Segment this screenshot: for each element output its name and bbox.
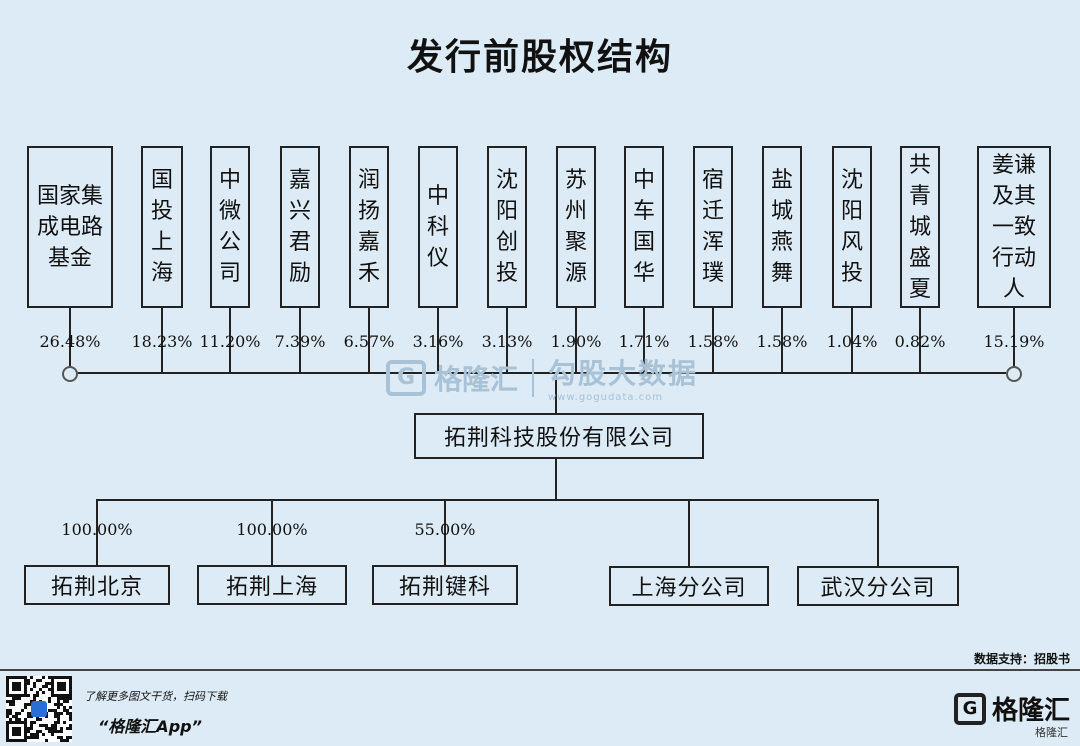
subsidiary-connector [444,499,446,565]
branch-box: 上海分公司 [609,566,769,606]
chart-title: 发行前股权结构 [406,37,673,78]
shareholder-name: 沈阳风投 [840,168,863,286]
data-source: 数据支持：招股书 [973,652,1070,666]
shareholding-percent: 0.82% [894,332,946,351]
subsidiary-percent: 55.00% [414,520,476,539]
watermark-brand-cn: 勾股大数据 [548,357,699,390]
subsidiary-percent: 100.00% [236,520,308,539]
shareholder-name: 姜谦及其一致行动人 [991,152,1036,302]
shareholder-name: 沈阳创投 [495,168,518,286]
subsidiary-box: 拓荆键科 [372,565,518,605]
subsidiary-bus-line [96,499,879,501]
shareholder-box: 苏州聚源 [556,146,596,308]
shareholding-percent: 7.39% [274,332,326,351]
qr-code-icon[interactable] [6,676,72,742]
shareholder-connector [299,308,301,373]
shareholder-name: 宿迁浑璞 [701,168,724,286]
watermark-separator [532,358,535,397]
shareholder-box: 润扬嘉禾 [349,146,389,308]
subsidiary-box: 拓荆北京 [24,565,170,605]
shareholder-connector [368,308,370,373]
shareholder-box: 国投上海 [141,146,183,308]
shareholder-connector [506,308,508,373]
branch-box: 武汉分公司 [797,566,959,606]
footer-divider [0,669,1080,671]
shareholding-percent: 6.57% [343,332,395,351]
shareholder-name: 润扬嘉禾 [357,168,380,286]
subsidiary-connector [271,499,273,565]
subsidiary-connector [96,499,98,565]
bus-end-right-icon [1006,366,1022,382]
shareholding-percent: 1.04% [826,332,878,351]
watermark-url: www.gogudata.com [548,392,664,403]
logo-subtext: 格隆汇 [1035,726,1068,739]
company-connector [555,373,557,413]
company-down-connector [555,459,557,499]
shareholder-box: 沈阳创投 [487,146,527,308]
watermark-brand: 格隆汇 [434,362,519,396]
shareholder-name: 国投上海 [150,168,173,286]
shareholder-box: 嘉兴君励 [280,146,320,308]
shareholder-connector [643,308,645,373]
shareholding-percent: 1.58% [756,332,808,351]
shareholder-box: 宿迁浑璞 [693,146,733,308]
shareholding-percent: 26.48% [39,332,101,351]
shareholder-connector [851,308,853,373]
shareholder-bus-line [78,372,1006,374]
shareholder-name: 中微公司 [218,168,241,286]
shareholder-connector [1013,308,1015,366]
g-logo-icon: G [386,359,426,396]
company-box: 拓荆科技股份有限公司 [414,413,704,459]
shareholder-connector [161,308,163,373]
shareholding-percent: 1.90% [550,332,602,351]
brand-logo: G 格隆汇 [953,690,1070,727]
shareholder-name: 中车国华 [632,168,655,286]
qr-tip-text: 了解更多图文干货，扫码下载 [84,690,227,703]
shareholder-box: 国家集成电路基金 [27,146,113,308]
shareholder-connector [437,308,439,373]
shareholder-box: 姜谦及其一致行动人 [977,146,1051,308]
shareholder-box: 共青城盛夏 [900,146,940,308]
shareholding-percent: 1.58% [687,332,739,351]
subsidiary-box: 拓荆上海 [197,565,347,605]
shareholder-box: 中科仪 [418,146,458,308]
branch-connector [877,499,879,566]
branch-connector [688,499,690,566]
shareholder-connector [781,308,783,373]
bus-end-left-icon [62,366,78,382]
shareholding-percent: 18.23% [131,332,193,351]
shareholding-percent: 3.16% [412,332,464,351]
shareholder-name: 苏州聚源 [564,168,587,286]
logo-text: 格隆汇 [991,696,1070,726]
app-name: “格隆汇App” [98,717,202,736]
shareholder-name: 嘉兴君励 [288,168,311,286]
watermark: G 格隆汇 勾股大数据 www.gogudata.com [386,352,698,403]
shareholder-connector [229,308,231,373]
shareholder-name: 中科仪 [426,183,449,271]
shareholder-box: 沈阳风投 [832,146,872,308]
shareholding-percent: 3.13% [481,332,533,351]
shareholder-box: 中微公司 [210,146,250,308]
shareholding-percent: 15.19% [983,332,1045,351]
shareholder-connector [575,308,577,373]
g-logo-icon: G [953,692,986,725]
shareholder-connector [69,308,71,366]
shareholder-connector [919,308,921,373]
shareholder-name: 国家集成电路基金 [37,183,104,271]
shareholding-percent: 1.71% [618,332,670,351]
shareholder-box: 中车国华 [624,146,664,308]
shareholder-box: 盐城燕舞 [762,146,802,308]
shareholder-name: 盐城燕舞 [770,168,793,286]
shareholder-name: 共青城盛夏 [908,152,931,302]
subsidiary-percent: 100.00% [61,520,133,539]
shareholder-connector [712,308,714,373]
shareholding-percent: 11.20% [199,332,261,351]
